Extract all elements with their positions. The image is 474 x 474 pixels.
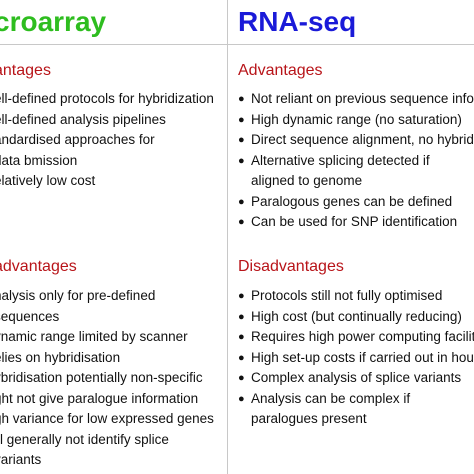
list-item: ● Alternative splicing detected if aligne… bbox=[238, 152, 430, 189]
list-item: ● Complex analysis of splice variants bbox=[238, 368, 474, 389]
bullet-icon: ● bbox=[238, 216, 245, 228]
microarray-advantages-list: ●ell-defined protocols for hybridization… bbox=[0, 89, 226, 192]
list-item: ● High cost (but continually reducing) bbox=[238, 307, 474, 328]
list-item: ●ynamic range limited by scanner bbox=[0, 329, 188, 344]
list-item: ● Not reliant on previous sequence inform… bbox=[238, 89, 474, 110]
bullet-icon: ● bbox=[238, 310, 245, 323]
rnaseq-advantages-heading: Advantages bbox=[238, 62, 323, 79]
microarray-advantages-heading: antages bbox=[0, 62, 51, 79]
list-item: ● High dynamic range (no saturation) bbox=[238, 110, 474, 131]
rnaseq-column: RNA-seq Advantages ● Not reliant on previ… bbox=[229, 0, 474, 474]
list-item: ● Requires high power computing facilitie… bbox=[238, 327, 474, 348]
microarray-disadvantages-heading: advantages bbox=[0, 258, 77, 275]
list-item: ● Protocols still not fully optimised bbox=[238, 286, 474, 307]
bullet-icon: ● bbox=[238, 195, 245, 208]
rnaseq-disadvantages-list: ● Protocols still not fully optimised ● Hi… bbox=[238, 286, 474, 430]
microarray-disadvantages-list: ●nalysis only for pre-defined sequences … bbox=[0, 286, 226, 471]
rnaseq-title: RNA-seq bbox=[238, 6, 357, 37]
bullet-icon: ● bbox=[238, 93, 245, 105]
bullet-icon: ● bbox=[238, 351, 245, 364]
bullet-icon: ● bbox=[238, 290, 245, 302]
list-item: ●nalysis only for pre-defined sequences bbox=[0, 288, 156, 324]
list-item: ● Paralogous genes can be defined bbox=[238, 192, 474, 213]
bullet-icon: ● bbox=[238, 154, 245, 167]
list-item: ●andardised approaches for data bmission bbox=[0, 132, 155, 168]
list-item: ●elatively low cost bbox=[0, 173, 96, 188]
list-item: ●ybridisation potentially non-specific bbox=[0, 370, 203, 385]
list-item: ●ell-defined analysis pipelines bbox=[0, 111, 166, 127]
bullet-icon: ● bbox=[238, 331, 245, 343]
rnaseq-advantages-list: ● Not reliant on previous sequence inform… bbox=[238, 89, 474, 233]
column-divider bbox=[227, 0, 228, 474]
list-item: ● Analysis can be complex if paralogues p… bbox=[238, 390, 411, 427]
bullet-icon: ● bbox=[238, 392, 245, 405]
bullet-icon: ● bbox=[238, 113, 245, 126]
list-item: ●ell-defined protocols for hybridization bbox=[0, 91, 214, 106]
bullet-icon: ● bbox=[238, 134, 245, 146]
list-item: ●gh variance for low expressed genes bbox=[0, 411, 214, 426]
list-item: ● High set-up costs if carried out in hou… bbox=[238, 348, 474, 369]
microarray-title: croarray bbox=[0, 6, 107, 37]
header-divider bbox=[0, 44, 474, 45]
microarray-column: croarray antages ●ell-defined protocols … bbox=[0, 0, 226, 474]
list-item: ●elies on hybridisation bbox=[0, 349, 121, 365]
list-item: ● Can be used for SNP identification bbox=[238, 212, 474, 233]
rnaseq-disadvantages-heading: Disadvantages bbox=[238, 258, 344, 275]
list-item: ● Direct sequence alignment, no hybridiza bbox=[238, 130, 474, 151]
bullet-icon: ● bbox=[238, 372, 245, 384]
list-item: ●ill generally not identify splice varia… bbox=[0, 431, 169, 468]
list-item: ●ght not give paralogue information bbox=[0, 390, 199, 406]
